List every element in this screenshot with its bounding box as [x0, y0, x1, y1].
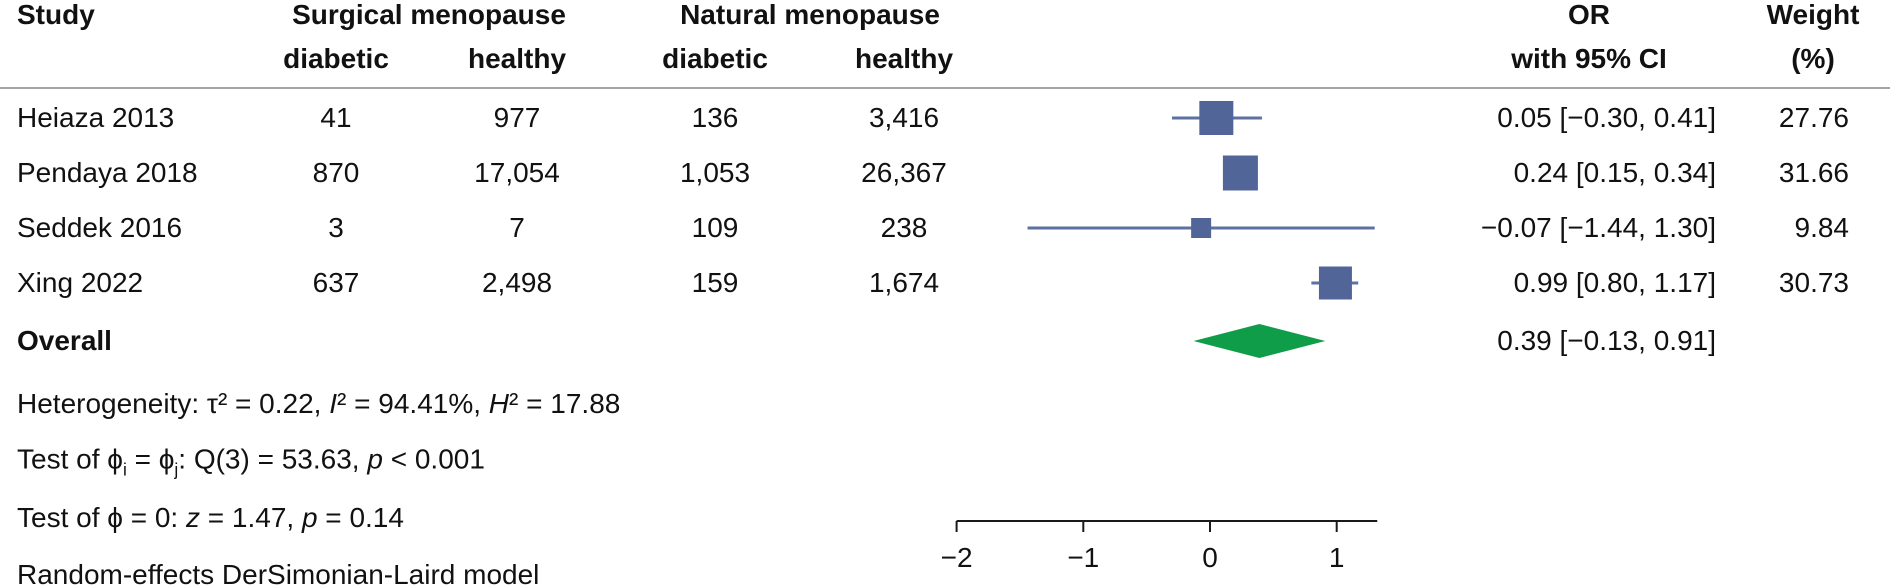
study-square	[1191, 218, 1212, 238]
surgical-healthy-count: 7	[509, 212, 525, 243]
natural-diabetic-count: 136	[691, 102, 739, 133]
weight-value: 27.76	[1778, 102, 1849, 133]
header-surgical-healthy: healthy	[467, 43, 567, 74]
natural-diabetic-count: 159	[691, 267, 739, 298]
study-name: Pendaya 2018	[17, 157, 198, 188]
study-square	[1222, 155, 1258, 191]
surgical-healthy-count: 2,498	[481, 267, 553, 298]
het-text: ² = 17.88	[509, 388, 621, 419]
axis-tick-label: −2	[941, 542, 973, 573]
axis-tick-label: 0	[1202, 542, 1218, 573]
study-name: Heiaza 2013	[17, 102, 175, 133]
header-surgical-diabetic: diabetic	[283, 43, 389, 74]
axis-tick-label: 1	[1329, 542, 1345, 573]
test-phi-zero: Test of ϕ = 0: z = 1.47, p = 0.14	[17, 502, 404, 534]
overall-or-ci-value: 0.39 [−0.13, 0.91]	[1497, 325, 1716, 356]
overall-label: Overall	[17, 325, 112, 356]
weight-value: 9.84	[1794, 212, 1850, 243]
or-ci-value: −0.07 [−1.44, 1.30]	[1480, 212, 1716, 243]
or-ci-value: 0.05 [−0.30, 0.41]	[1497, 102, 1716, 133]
header-or: OR	[1568, 0, 1610, 30]
overall-diamond	[1193, 324, 1326, 358]
study-name: Xing 2022	[17, 267, 144, 298]
subscript-i: i	[122, 459, 127, 480]
natural-healthy-count: 26,367	[861, 157, 947, 188]
test-text: Test of ϕ = 0:	[17, 502, 186, 533]
axis-tick-label: −1	[1067, 542, 1099, 573]
surgical-diabetic-count: 637	[312, 267, 360, 298]
test-phi-equality: Test of ϕi = ϕj: Q(3) = 53.63, p < 0.001	[17, 444, 485, 481]
het-text: ² = 94.41%,	[337, 388, 489, 419]
natural-healthy-count: 1,674	[868, 267, 940, 298]
header-divider	[0, 87, 1890, 89]
study-square	[1318, 266, 1352, 300]
study-square	[1199, 101, 1234, 135]
surgical-diabetic-count: 3	[328, 212, 344, 243]
test-text: < 0.001	[382, 443, 485, 475]
header-with-95ci: with 95% CI	[1511, 43, 1667, 74]
weight-value: 30.73	[1778, 267, 1849, 298]
surgical-healthy-count: 17,054	[474, 157, 560, 188]
model-note: Random-effects DerSimonian-Laird model	[17, 559, 540, 587]
surgical-diabetic-count: 41	[320, 102, 352, 133]
or-ci-value: 0.24 [0.15, 0.34]	[1513, 157, 1716, 188]
surgical-diabetic-count: 870	[312, 157, 360, 188]
heterogeneity-stats: Heterogeneity: τ² = 0.22, I² = 94.41%, H…	[17, 388, 620, 420]
test-text: Test of ϕ	[17, 443, 123, 475]
p-symbol: p	[367, 443, 383, 475]
test-text: : Q(3) = 53.63,	[178, 443, 368, 475]
header-group-surgical-menopause: Surgical menopause	[292, 0, 566, 30]
test-text: = ϕ	[126, 443, 175, 475]
test-text: = 0.14	[317, 502, 404, 533]
surgical-healthy-count: 977	[493, 102, 541, 133]
natural-healthy-count: 3,416	[868, 102, 940, 133]
header-group-natural-menopause: Natural menopause	[680, 0, 940, 30]
subscript-j: j	[174, 459, 179, 480]
weight-value: 31.66	[1778, 157, 1849, 188]
h-squared-symbol: H	[488, 388, 510, 419]
natural-diabetic-count: 1,053	[679, 157, 751, 188]
header-study: Study	[17, 0, 95, 30]
natural-diabetic-count: 109	[691, 212, 739, 243]
header-weight: Weight	[1766, 0, 1860, 30]
i-squared-symbol: I	[329, 388, 338, 419]
study-name: Seddek 2016	[17, 212, 183, 243]
header-natural-diabetic: diabetic	[662, 43, 768, 74]
header-natural-healthy: healthy	[854, 43, 954, 74]
het-text: Heterogeneity: τ² = 0.22,	[17, 388, 330, 419]
or-ci-value: 0.99 [0.80, 1.17]	[1513, 267, 1716, 298]
test-text: = 1.47,	[199, 502, 302, 533]
natural-healthy-count: 238	[880, 212, 928, 243]
p-symbol: p	[301, 502, 318, 533]
header-weight-pct: (%)	[1791, 43, 1835, 74]
z-symbol: z	[185, 502, 200, 533]
